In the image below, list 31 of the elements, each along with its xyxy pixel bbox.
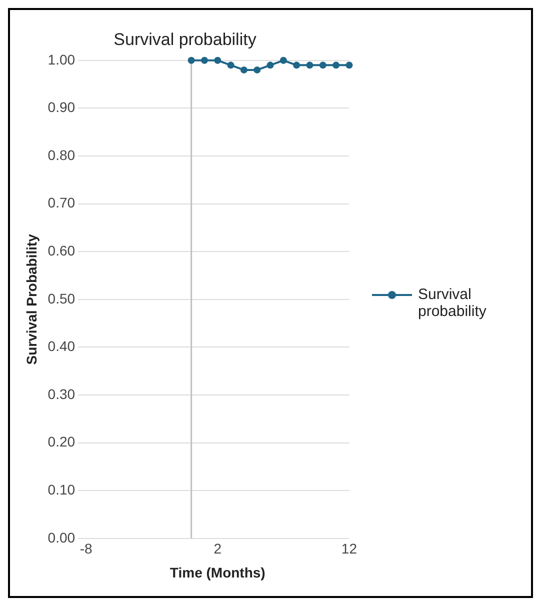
point [280,56,287,64]
point [266,62,274,69]
point [227,62,234,69]
point [188,56,195,64]
point [319,62,326,69]
legend-label: Survival probability [418,286,488,320]
point [240,66,248,74]
y-tick-label: 1.00 [48,51,76,68]
y-tick-label: 0.70 [48,194,76,211]
point [332,62,340,69]
y-tick-label: 0.10 [48,481,76,498]
y-tick-label: 0.80 [48,146,76,163]
point [346,62,353,69]
x-tick-label: 12 [341,540,358,557]
point [200,56,208,64]
x-tick-label: -8 [80,540,92,557]
y-tick-label: 0.60 [48,242,76,258]
point [254,66,261,74]
x-tick-label: 2 [214,540,222,557]
chart-title: Survival probability [114,30,257,49]
y-axis-title: Survival Probability [23,234,40,365]
y-tick-label: 0.40 [48,338,76,354]
y-tick-label: 0.30 [48,386,76,402]
x-axis-title: Time (Months) [170,564,266,580]
y-tick-label: 0.50 [48,290,76,306]
point [306,62,314,69]
y-tick-label: 0.90 [48,99,76,116]
point [293,62,300,69]
point [214,56,222,64]
y-tick-label: 0.00 [48,529,76,546]
y-tick-label: 0.20 [48,434,76,450]
